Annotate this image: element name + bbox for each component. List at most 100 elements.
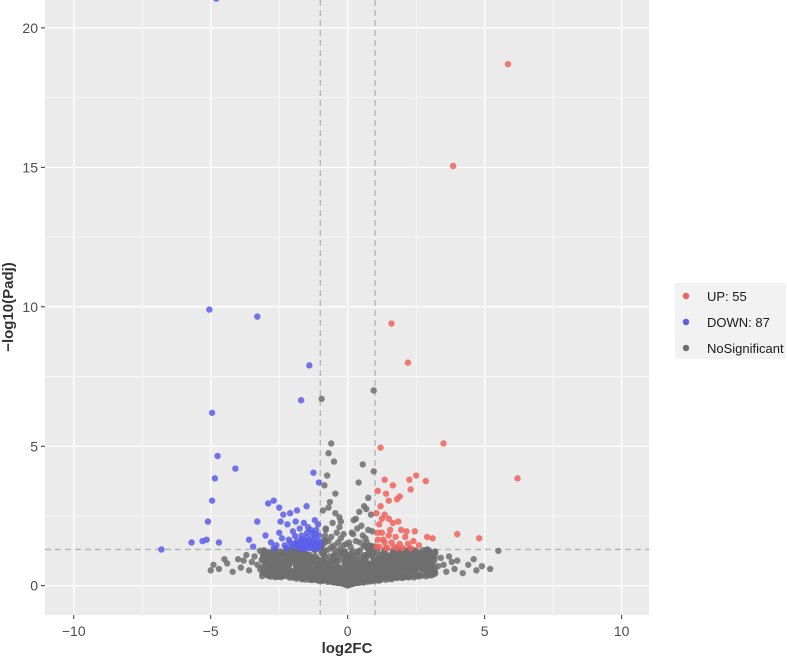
- point-nosignificant: [363, 568, 371, 575]
- point-up: [393, 496, 401, 503]
- point-down: [311, 516, 319, 524]
- point-nosignificant: [323, 472, 331, 479]
- point-nosignificant: [341, 576, 348, 584]
- point-nosignificant: [333, 529, 340, 536]
- point-nosignificant: [367, 511, 375, 518]
- point-nosignificant: [278, 565, 286, 573]
- point-nosignificant: [399, 553, 406, 560]
- point-nosignificant: [395, 565, 402, 572]
- point-down: [307, 526, 314, 534]
- point-up: [393, 544, 401, 552]
- point-nosignificant: [332, 558, 339, 566]
- point-down: [297, 397, 305, 404]
- point-nosignificant: [262, 562, 269, 570]
- point-nosignificant: [386, 566, 394, 573]
- point-down: [310, 469, 317, 476]
- point-down: [284, 521, 291, 528]
- legend-label-nosignificant: NoSignificant: [707, 341, 784, 356]
- point-nosignificant: [243, 551, 250, 559]
- point-up: [407, 486, 414, 493]
- point-up: [385, 497, 392, 504]
- point-nosignificant: [421, 557, 428, 564]
- point-nosignificant: [350, 516, 357, 524]
- y-tick-label: 5: [30, 438, 38, 454]
- point-up: [475, 535, 483, 542]
- point-nosignificant: [332, 490, 339, 497]
- point-nosignificant: [440, 561, 447, 568]
- legend: UP: 55 DOWN: 87 NoSignificant: [675, 283, 786, 359]
- point-nosignificant: [328, 578, 335, 585]
- point-nosignificant: [289, 574, 297, 581]
- point-nosignificant: [259, 554, 266, 562]
- legend-key-nosignificant: [682, 344, 690, 352]
- point-nosignificant: [451, 565, 458, 573]
- point-nosignificant: [352, 537, 360, 545]
- point-up: [388, 320, 395, 327]
- point-up: [407, 544, 414, 552]
- point-nosignificant: [332, 509, 339, 517]
- point-nosignificant: [310, 568, 317, 575]
- point-up: [374, 536, 382, 543]
- point-up: [422, 477, 429, 485]
- point-nosignificant: [486, 565, 494, 573]
- point-up: [386, 526, 394, 534]
- point-nosignificant: [426, 564, 434, 571]
- point-up: [373, 509, 380, 517]
- x-tick-label: 5: [481, 623, 489, 639]
- point-up: [403, 528, 410, 535]
- point-up: [412, 472, 420, 479]
- point-nosignificant: [328, 440, 335, 447]
- point-down: [267, 539, 275, 546]
- y-tick-label: 15: [22, 159, 38, 175]
- point-nosignificant: [355, 508, 363, 516]
- point-up: [429, 535, 436, 542]
- point-up: [410, 537, 417, 545]
- point-nosignificant: [325, 450, 332, 457]
- point-nosignificant: [360, 579, 368, 586]
- point-nosignificant: [215, 565, 223, 573]
- point-up: [385, 515, 392, 522]
- point-up: [423, 533, 431, 541]
- point-nosignificant: [495, 547, 502, 555]
- point-nosignificant: [359, 461, 366, 468]
- point-nosignificant: [318, 395, 325, 403]
- point-nosignificant: [411, 561, 418, 568]
- point-down: [204, 518, 212, 525]
- point-down: [291, 532, 299, 540]
- point-up: [406, 476, 413, 483]
- point-down: [215, 539, 223, 546]
- point-nosignificant: [281, 550, 288, 557]
- point-down: [208, 497, 216, 504]
- point-up: [377, 503, 384, 510]
- point-nosignificant: [337, 518, 345, 525]
- point-nosignificant: [351, 562, 358, 570]
- point-nosignificant: [363, 505, 370, 513]
- point-nosignificant: [319, 575, 327, 582]
- point-down: [214, 452, 221, 460]
- point-down: [211, 475, 219, 482]
- point-down: [270, 544, 277, 552]
- point-up: [411, 528, 418, 535]
- point-down: [280, 511, 287, 518]
- point-down: [254, 313, 261, 320]
- point-nosignificant: [370, 387, 377, 394]
- point-nosignificant: [423, 550, 431, 557]
- point-nosignificant: [352, 574, 359, 581]
- point-down: [232, 465, 239, 472]
- point-nosignificant: [326, 498, 334, 506]
- point-down: [312, 526, 320, 534]
- point-nosignificant: [328, 533, 335, 541]
- point-nosignificant: [432, 549, 439, 556]
- point-nosignificant: [336, 572, 343, 580]
- point-nosignificant: [277, 560, 284, 568]
- point-down: [315, 540, 323, 548]
- point-nosignificant: [407, 551, 414, 559]
- point-up: [440, 440, 447, 447]
- point-down: [278, 535, 286, 542]
- point-down: [213, 0, 220, 2]
- point-down: [296, 525, 303, 532]
- legend-key-up: [682, 292, 690, 300]
- point-nosignificant: [410, 567, 417, 574]
- point-nosignificant: [371, 567, 379, 574]
- y-axis-title: −log10(Padj): [0, 262, 17, 352]
